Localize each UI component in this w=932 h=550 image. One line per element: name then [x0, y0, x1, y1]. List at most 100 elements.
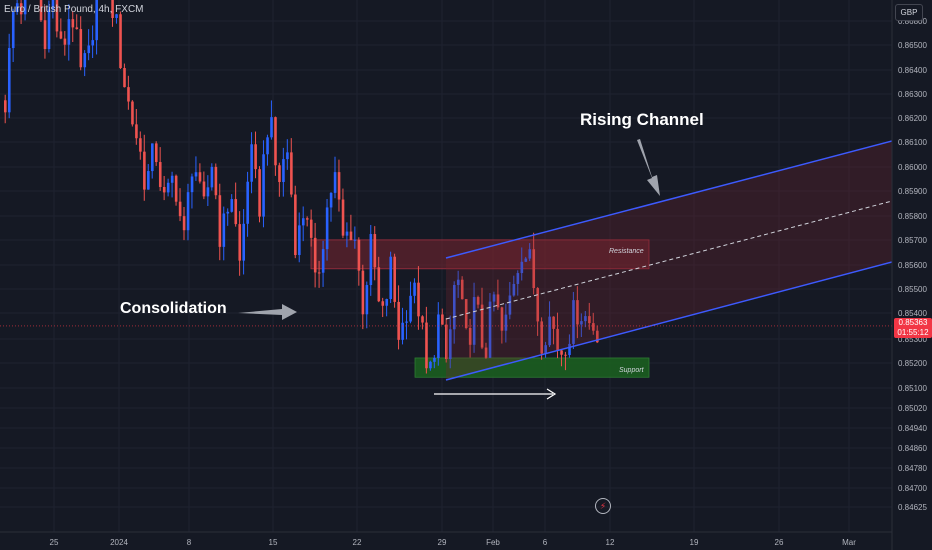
candle[interactable]: [274, 116, 277, 176]
candle[interactable]: [564, 351, 567, 371]
candle[interactable]: [95, 0, 98, 55]
candle[interactable]: [43, 5, 47, 59]
candle[interactable]: [147, 164, 150, 190]
candle[interactable]: [39, 0, 43, 22]
candle[interactable]: [230, 194, 234, 213]
candle[interactable]: [508, 282, 512, 320]
candle[interactable]: [305, 216, 309, 227]
candle[interactable]: [23, 0, 27, 21]
candle[interactable]: [373, 226, 377, 281]
candle[interactable]: [222, 206, 226, 261]
candle[interactable]: [131, 100, 134, 127]
lightning-bolt-icon[interactable]: ⚡: [595, 498, 611, 514]
candle[interactable]: [210, 163, 214, 191]
candle[interactable]: [345, 222, 349, 248]
candle[interactable]: [516, 270, 520, 296]
candle[interactable]: [174, 174, 178, 206]
candle[interactable]: [59, 18, 63, 40]
candle[interactable]: [425, 306, 428, 374]
candle[interactable]: [83, 50, 87, 77]
candle[interactable]: [433, 355, 436, 369]
candle[interactable]: [393, 253, 396, 308]
candle[interactable]: [282, 147, 285, 197]
candle[interactable]: [468, 318, 472, 358]
candle[interactable]: [202, 171, 206, 200]
candle[interactable]: [349, 214, 353, 241]
candle[interactable]: [139, 131, 142, 160]
candle[interactable]: [4, 94, 7, 124]
candle[interactable]: [158, 147, 162, 191]
candle[interactable]: [7, 33, 11, 119]
candle[interactable]: [409, 281, 412, 324]
candle[interactable]: [254, 131, 257, 179]
candle[interactable]: [162, 176, 166, 201]
candle[interactable]: [592, 312, 595, 335]
candle[interactable]: [19, 0, 23, 24]
candle[interactable]: [154, 141, 158, 166]
candle[interactable]: [123, 63, 126, 88]
candle[interactable]: [329, 192, 333, 222]
rising-channel-arrow[interactable]: [637, 139, 660, 196]
candle[interactable]: [55, 0, 59, 38]
candle[interactable]: [449, 315, 452, 369]
candle[interactable]: [488, 293, 492, 359]
candle[interactable]: [238, 211, 242, 276]
candle[interactable]: [135, 108, 138, 145]
candle[interactable]: [580, 313, 583, 338]
candle[interactable]: [294, 185, 297, 259]
candle[interactable]: [496, 279, 500, 310]
candle[interactable]: [584, 310, 587, 328]
candle[interactable]: [560, 349, 563, 367]
candle[interactable]: [119, 11, 122, 70]
candle[interactable]: [512, 275, 516, 297]
candle[interactable]: [218, 183, 222, 261]
candle[interactable]: [206, 175, 210, 206]
candle[interactable]: [445, 318, 448, 363]
channel-lower-line[interactable]: [445, 261, 893, 381]
candle[interactable]: [127, 75, 130, 110]
candle[interactable]: [544, 341, 547, 358]
symbol-title[interactable]: Euro / British Pound, 4h, FXCM: [4, 4, 144, 15]
candle[interactable]: [79, 16, 83, 71]
candle[interactable]: [452, 281, 456, 344]
candle[interactable]: [441, 308, 444, 325]
resistance-zone[interactable]: [310, 239, 650, 270]
candle[interactable]: [480, 287, 484, 350]
candle[interactable]: [178, 188, 182, 222]
candle[interactable]: [75, 14, 79, 30]
candle[interactable]: [290, 138, 293, 198]
candle[interactable]: [246, 171, 249, 237]
consolidation-arrow[interactable]: [238, 304, 297, 320]
candle[interactable]: [11, 8, 15, 62]
candle[interactable]: [71, 11, 75, 42]
candle[interactable]: [397, 285, 400, 350]
candle[interactable]: [51, 0, 55, 19]
candle[interactable]: [417, 266, 420, 330]
candle[interactable]: [520, 247, 524, 281]
candle[interactable]: [258, 166, 261, 223]
candle[interactable]: [270, 100, 273, 140]
candle[interactable]: [464, 299, 468, 330]
candle[interactable]: [504, 303, 508, 343]
candle[interactable]: [357, 237, 361, 286]
candle[interactable]: [365, 281, 369, 329]
candle[interactable]: [266, 134, 269, 166]
candle[interactable]: [111, 0, 114, 27]
candle[interactable]: [198, 163, 202, 184]
candle[interactable]: [67, 4, 71, 61]
currency-button[interactable]: GBP: [895, 4, 923, 21]
candle[interactable]: [15, 0, 19, 15]
candle[interactable]: [226, 208, 230, 226]
candle[interactable]: [524, 256, 528, 263]
candle[interactable]: [472, 282, 476, 353]
candle[interactable]: [143, 134, 146, 201]
candle[interactable]: [214, 163, 218, 200]
candle[interactable]: [341, 188, 345, 239]
candle[interactable]: [313, 222, 317, 288]
candle[interactable]: [568, 334, 571, 358]
candle[interactable]: [572, 291, 575, 350]
candle[interactable]: [278, 162, 281, 197]
candle[interactable]: [532, 232, 536, 295]
candle[interactable]: [234, 182, 238, 227]
candle[interactable]: [552, 316, 555, 345]
